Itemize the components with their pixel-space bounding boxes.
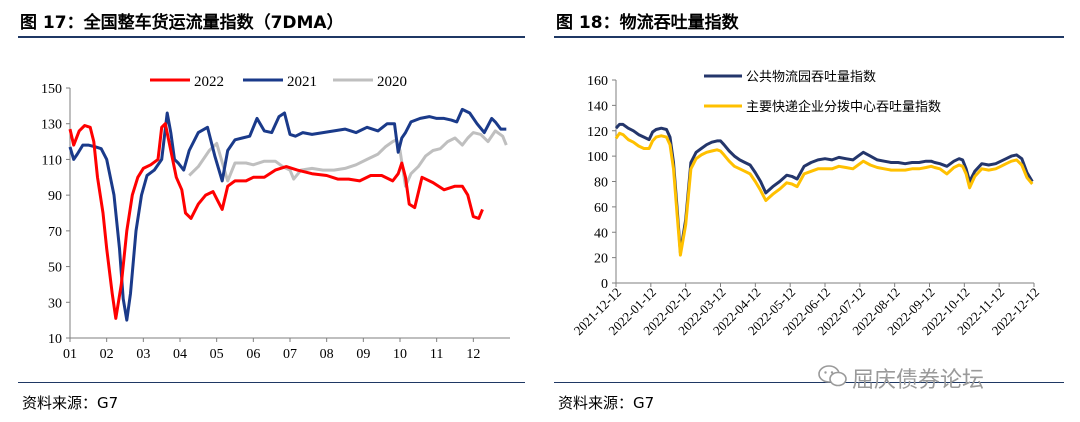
x-tick-label: 02 bbox=[100, 347, 114, 362]
x-tick-label: 11 bbox=[430, 347, 443, 362]
watermark-text: 屈庆债券论坛 bbox=[852, 368, 985, 393]
y-tick-label: 30 bbox=[48, 296, 62, 311]
y-tick-label: 40 bbox=[594, 226, 608, 241]
y-tick-label: 140 bbox=[587, 99, 608, 114]
y-tick-label: 60 bbox=[594, 201, 608, 216]
x-tick-label: 05 bbox=[210, 347, 224, 362]
legend-label: 主要快递企业分拨中心吞吐量指数 bbox=[746, 99, 941, 114]
legend-label-2020: 2020 bbox=[377, 74, 407, 90]
x-tick-label: 08 bbox=[320, 347, 334, 362]
logistics-throughput-chart: 1601401201008060402002021-12-122022-01-1… bbox=[571, 69, 1043, 338]
right-chart-title: 图 18：物流吞吐量指数 bbox=[556, 13, 739, 33]
y-tick-label: 80 bbox=[594, 176, 608, 191]
x-tick-label: 01 bbox=[63, 347, 77, 362]
right-title-rule bbox=[554, 36, 1064, 38]
right-source-rule bbox=[554, 382, 1064, 383]
y-tick-label: 120 bbox=[587, 125, 608, 140]
y-tick-label: 50 bbox=[48, 261, 62, 276]
right-source: 资料来源：G7 bbox=[558, 394, 655, 412]
y-tick-label: 70 bbox=[48, 225, 62, 240]
y-tick-label: 150 bbox=[41, 82, 62, 97]
x-tick-label: 04 bbox=[173, 347, 187, 362]
series-line-2022 bbox=[68, 122, 484, 320]
legend-label-2021: 2021 bbox=[287, 74, 317, 90]
y-tick-label: 10 bbox=[48, 332, 62, 347]
wechat-icon bbox=[818, 365, 847, 387]
series-line bbox=[614, 131, 1034, 257]
left-title-rule bbox=[18, 36, 525, 38]
left-source-rule bbox=[18, 382, 525, 383]
legend-label-2022: 2022 bbox=[194, 74, 224, 90]
legend-label: 公共物流园吞吐量指数 bbox=[746, 69, 876, 84]
series-line-2020 bbox=[188, 129, 508, 188]
left-source: 资料来源：G7 bbox=[22, 394, 119, 412]
y-tick-label: 160 bbox=[587, 74, 608, 89]
x-tick-label: 12 bbox=[466, 347, 480, 362]
y-tick-label: 20 bbox=[594, 252, 608, 267]
y-tick-label: 110 bbox=[42, 153, 62, 168]
x-tick-label: 03 bbox=[136, 347, 150, 362]
left-chart-title: 图 17：全国整车货运流量指数（7DMA） bbox=[20, 13, 344, 33]
y-tick-label: 90 bbox=[48, 189, 62, 204]
y-tick-label: 0 bbox=[601, 277, 608, 292]
x-tick-label: 07 bbox=[283, 347, 297, 362]
x-tick-label: 06 bbox=[246, 347, 260, 362]
x-tick-label: 09 bbox=[356, 347, 370, 362]
y-tick-label: 100 bbox=[587, 150, 608, 165]
y-tick-label: 130 bbox=[41, 118, 62, 133]
x-tick-label: 10 bbox=[393, 347, 407, 362]
series-line-2021 bbox=[68, 107, 507, 322]
